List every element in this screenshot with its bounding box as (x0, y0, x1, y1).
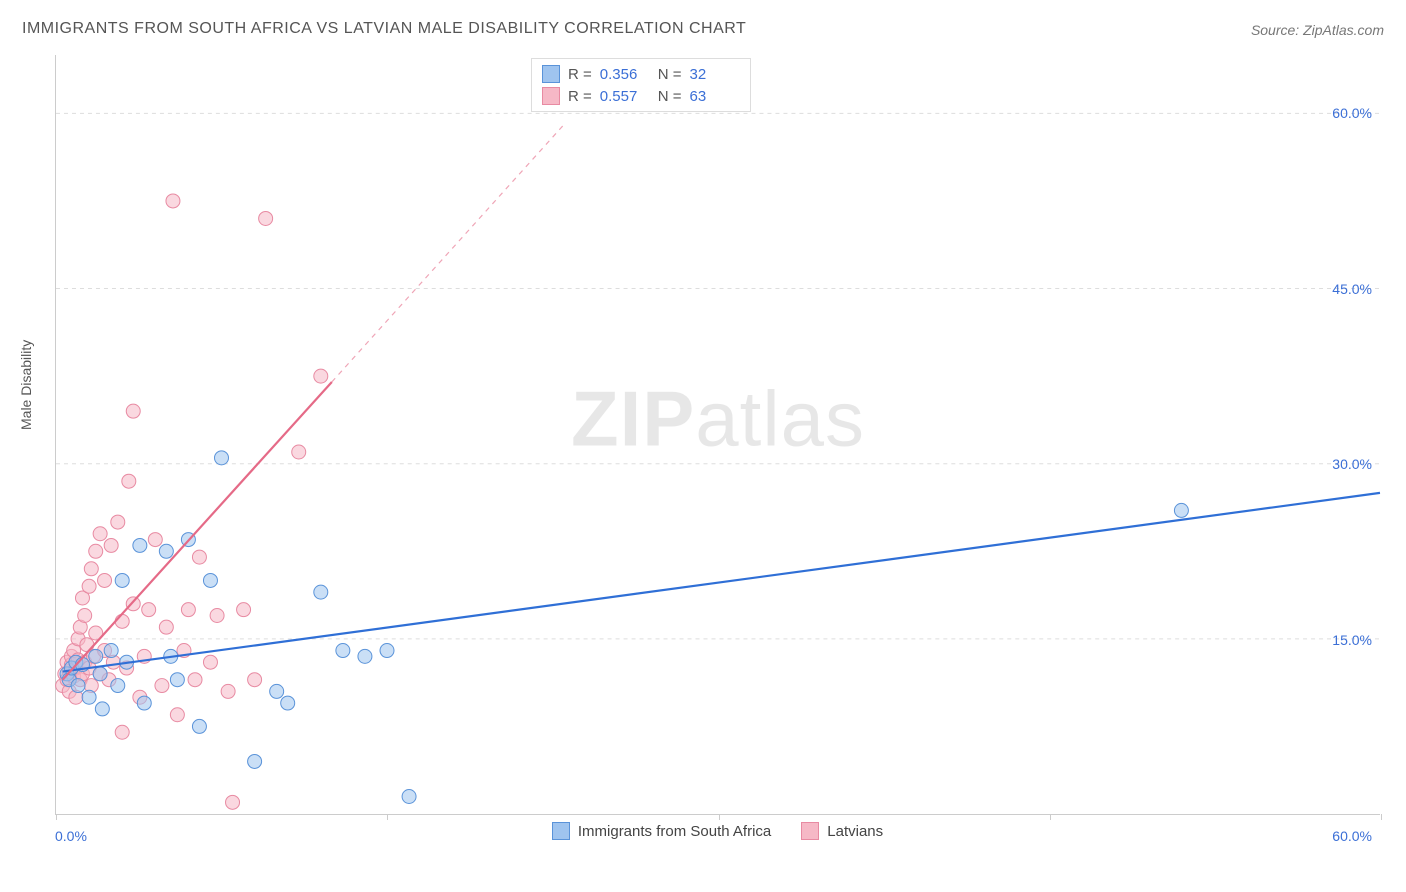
r-value-lv: 0.557 (600, 88, 650, 105)
r-label: R = (568, 66, 592, 83)
legend-item-sa: Immigrants from South Africa (552, 822, 771, 840)
n-label: N = (658, 88, 682, 105)
legend-stats-box: R = 0.356 N = 32 R = 0.557 N = 63 (531, 58, 751, 112)
swatch-sa (542, 65, 560, 83)
source-attribution: Source: ZipAtlas.com (1251, 22, 1384, 38)
r-label: R = (568, 88, 592, 105)
legend-swatch-lv (801, 822, 819, 840)
legend-swatch-sa (552, 822, 570, 840)
x-tick (56, 814, 57, 820)
y-axis-label: Male Disability (18, 340, 34, 430)
n-label: N = (658, 66, 682, 83)
swatch-lv (542, 87, 560, 105)
x-tick (1050, 814, 1051, 820)
legend-stats-row-sa: R = 0.356 N = 32 (542, 63, 740, 85)
legend-label-lv: Latvians (827, 823, 883, 840)
plot-area: ZIPatlas 15.0%30.0%45.0%60.0% R = 0.356 … (55, 55, 1380, 815)
n-value-sa: 32 (690, 66, 740, 83)
legend-item-lv: Latvians (801, 822, 883, 840)
x-tick (719, 814, 720, 820)
chart-svg (56, 55, 1380, 814)
legend-stats-row-lv: R = 0.557 N = 63 (542, 85, 740, 107)
y-tick-label: 45.0% (1332, 281, 1372, 297)
n-value-lv: 63 (690, 88, 740, 105)
y-tick-label: 60.0% (1332, 105, 1372, 121)
y-tick-label: 30.0% (1332, 456, 1372, 472)
r-value-sa: 0.356 (600, 66, 650, 83)
x-tick (387, 814, 388, 820)
x-tick (1381, 814, 1382, 820)
chart-container: IMMIGRANTS FROM SOUTH AFRICA VS LATVIAN … (0, 0, 1406, 892)
legend-series: Immigrants from South Africa Latvians (55, 822, 1380, 840)
legend-label-sa: Immigrants from South Africa (578, 823, 771, 840)
chart-title: IMMIGRANTS FROM SOUTH AFRICA VS LATVIAN … (22, 20, 746, 38)
y-tick-label: 15.0% (1332, 632, 1372, 648)
